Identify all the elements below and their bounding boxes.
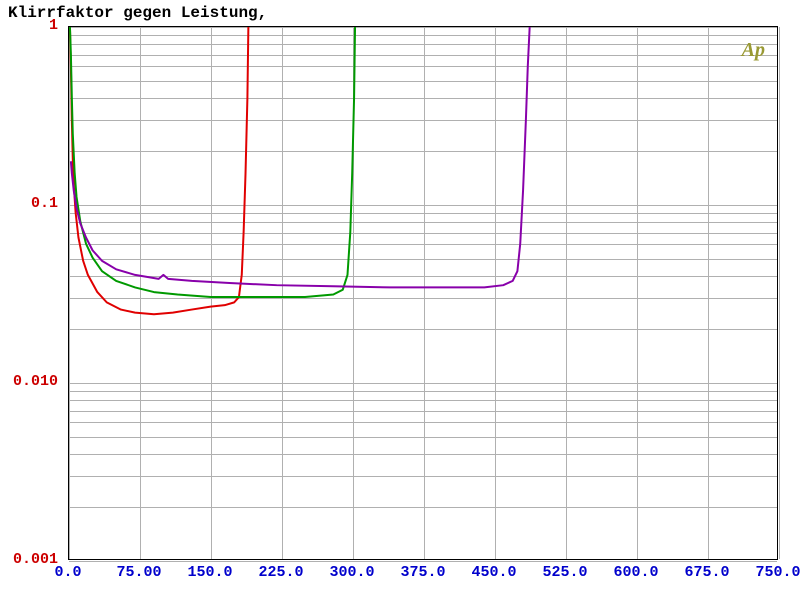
x-tick-label: 525.0 [535, 564, 595, 581]
y-tick-label: 1 [0, 17, 58, 34]
x-tick-label: 750.0 [748, 564, 800, 581]
x-tick-label: 225.0 [251, 564, 311, 581]
x-tick-label: 75.00 [109, 564, 169, 581]
series-green [70, 27, 355, 297]
plot-area: Ap [68, 26, 778, 560]
series-purple [71, 27, 530, 287]
x-tick-label: 450.0 [464, 564, 524, 581]
x-tick-label: 0.0 [38, 564, 98, 581]
x-tick-label: 300.0 [322, 564, 382, 581]
x-tick-label: 150.0 [180, 564, 240, 581]
y-tick-label: 0.010 [0, 373, 58, 390]
watermark: Ap [742, 39, 765, 62]
series-red [70, 27, 248, 314]
x-tick-label: 600.0 [606, 564, 666, 581]
x-tick-label: 375.0 [393, 564, 453, 581]
curves-layer [69, 27, 777, 559]
y-tick-label: 0.1 [0, 195, 58, 212]
x-tick-label: 675.0 [677, 564, 737, 581]
chart-container: { "title": "Klirrfaktor gegen Leistung,"… [0, 0, 800, 600]
